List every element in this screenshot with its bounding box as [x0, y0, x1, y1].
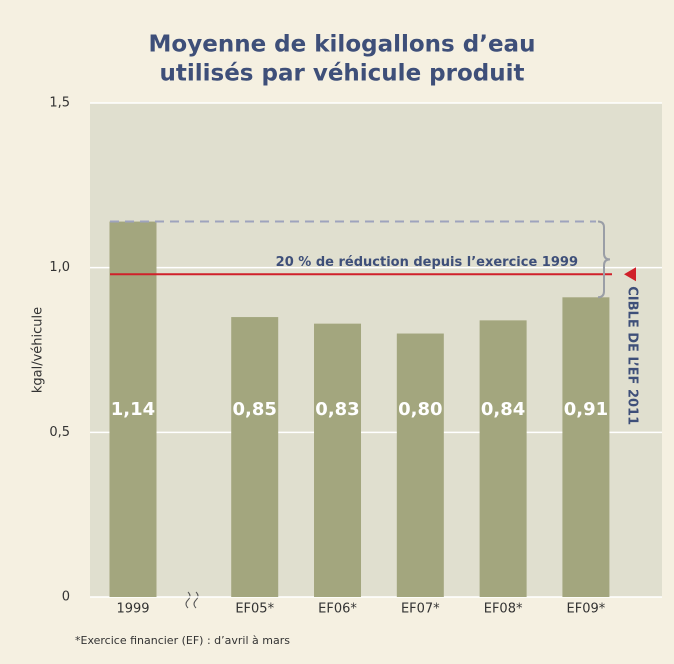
brace	[597, 220, 611, 299]
bar	[231, 317, 279, 597]
x-tick-label: 1999	[116, 602, 149, 617]
bar	[314, 323, 362, 597]
x-tick-label: EF09*	[567, 602, 606, 617]
x-tick-label: EF05*	[235, 602, 274, 617]
bar-value-label: 0,84	[481, 399, 525, 420]
bar-value-label: 0,83	[315, 399, 359, 420]
bar	[109, 221, 157, 597]
x-tick-label: EF06*	[318, 602, 357, 617]
y-tick-label: 1,5	[49, 96, 70, 111]
reduction-note: 20 % de réduction depuis l’exercice 1999	[276, 255, 578, 270]
x-tick-label: EF08*	[484, 602, 523, 617]
bar-value-label: 0,91	[564, 399, 608, 420]
y-tick-label: 0,5	[49, 425, 70, 440]
bar	[396, 333, 444, 597]
bar-value-label: 1,14	[111, 399, 155, 420]
chart-title: Moyenne de kilogallons d’eau	[149, 32, 536, 58]
x-tick-label: EF07*	[401, 602, 440, 617]
axis-break	[185, 591, 199, 609]
y-axis-label: kgal/véhicule	[31, 307, 46, 393]
bar-value-label: 0,85	[233, 399, 277, 420]
y-tick-label: 1,0	[49, 260, 70, 275]
bar	[479, 320, 527, 597]
y-tick-label: 0	[62, 590, 70, 605]
footnote: *Exercice financier (EF) : d’avril à mar…	[75, 634, 290, 647]
target-label: CIBLE DE L’EF 2011	[625, 286, 640, 425]
bar	[562, 297, 610, 597]
chart-title: utilisés par véhicule produit	[159, 61, 524, 87]
target-marker	[624, 267, 636, 282]
bar-value-label: 0,80	[398, 399, 442, 420]
